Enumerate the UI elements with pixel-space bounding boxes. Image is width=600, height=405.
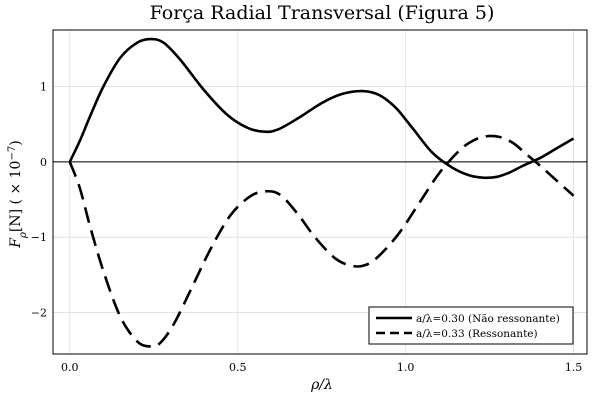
plot-frame: [52, 29, 588, 355]
legend-box: [368, 306, 574, 345]
tick-labels: 0.0 0.5 1.0 1.5 −2 −1 0 1: [31, 81, 583, 374]
x-tick-label: 1.5: [565, 361, 583, 374]
legend-label-non-resonant: a/λ=0.30 (Não ressonante): [416, 313, 560, 325]
series-line-resonant: [68, 134, 575, 348]
chart-title: Força Radial Transversal (Figura 5): [150, 2, 495, 24]
x-axis-label: ρ/λ: [310, 377, 333, 393]
y-tick-label: −1: [31, 231, 47, 244]
legend-label-resonant: a/λ=0.33 (Ressonante): [416, 328, 538, 340]
series-layer: [68, 37, 575, 348]
y-tick-label: −2: [31, 307, 47, 320]
x-tick-label: 0.0: [61, 361, 79, 374]
x-tick-label: 1.0: [397, 361, 415, 374]
y-tick-label: 0: [40, 156, 47, 169]
y-axis-label: Fρ[N] ( × 10−7): [7, 140, 29, 248]
x-tick-label: 0.5: [229, 361, 247, 374]
series-line-non-resonant: [68, 37, 575, 180]
y-tick-label: 1: [40, 81, 47, 94]
legend: a/λ=0.30 (Não ressonante) a/λ=0.33 (Ress…: [368, 306, 574, 345]
